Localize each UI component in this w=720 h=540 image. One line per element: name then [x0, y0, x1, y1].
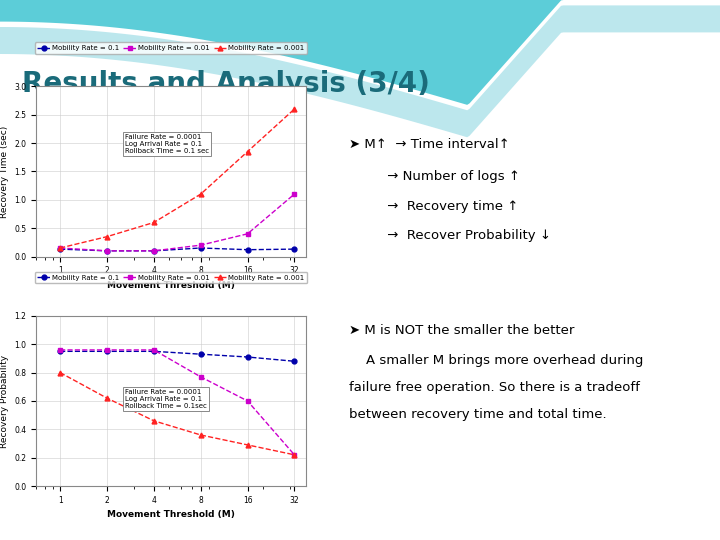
X-axis label: Movement Threshold (M): Movement Threshold (M) — [107, 281, 235, 290]
Text: Failure Rate = 0.0001
Log Arrival Rate = 0.1
Rollback Time = 0.1 sec: Failure Rate = 0.0001 Log Arrival Rate =… — [125, 134, 210, 154]
Legend: Mobility Rate = 0.1, Mobility Rate = 0.01, Mobility Rate = 0.001: Mobility Rate = 0.1, Mobility Rate = 0.0… — [35, 42, 307, 54]
Text: Results and Analysis (3/4): Results and Analysis (3/4) — [22, 70, 429, 98]
X-axis label: Movement Threshold (M): Movement Threshold (M) — [107, 510, 235, 519]
Polygon shape — [0, 135, 720, 275]
Y-axis label: Recovery Time (sec): Recovery Time (sec) — [0, 125, 9, 218]
Text: between recovery time and total time.: between recovery time and total time. — [349, 408, 607, 421]
Polygon shape — [0, 5, 720, 137]
Text: Failure Rate = 0.0001
Log Arrival Rate = 0.1
Rollback Time = 0.1sec: Failure Rate = 0.0001 Log Arrival Rate =… — [125, 389, 207, 409]
Text: A smaller M brings more overhead during: A smaller M brings more overhead during — [349, 354, 644, 367]
Text: failure free operation. So there is a tradeoff: failure free operation. So there is a tr… — [349, 381, 640, 394]
Polygon shape — [0, 0, 720, 105]
Text: → Number of logs ↑: → Number of logs ↑ — [349, 170, 521, 183]
Y-axis label: Recovery Probability: Recovery Probability — [0, 354, 9, 448]
Text: →  Recovery time ↑: → Recovery time ↑ — [349, 200, 518, 213]
Text: ➤ M↑  → Time interval↑: ➤ M↑ → Time interval↑ — [349, 138, 510, 151]
Legend: Mobility Rate = 0.1, Mobility Rate = 0.01, Mobility Rate = 0.001: Mobility Rate = 0.1, Mobility Rate = 0.0… — [35, 272, 307, 284]
Text: →  Recover Probability ↓: → Recover Probability ↓ — [349, 230, 552, 242]
Text: ➤ M is NOT the smaller the better: ➤ M is NOT the smaller the better — [349, 324, 575, 337]
